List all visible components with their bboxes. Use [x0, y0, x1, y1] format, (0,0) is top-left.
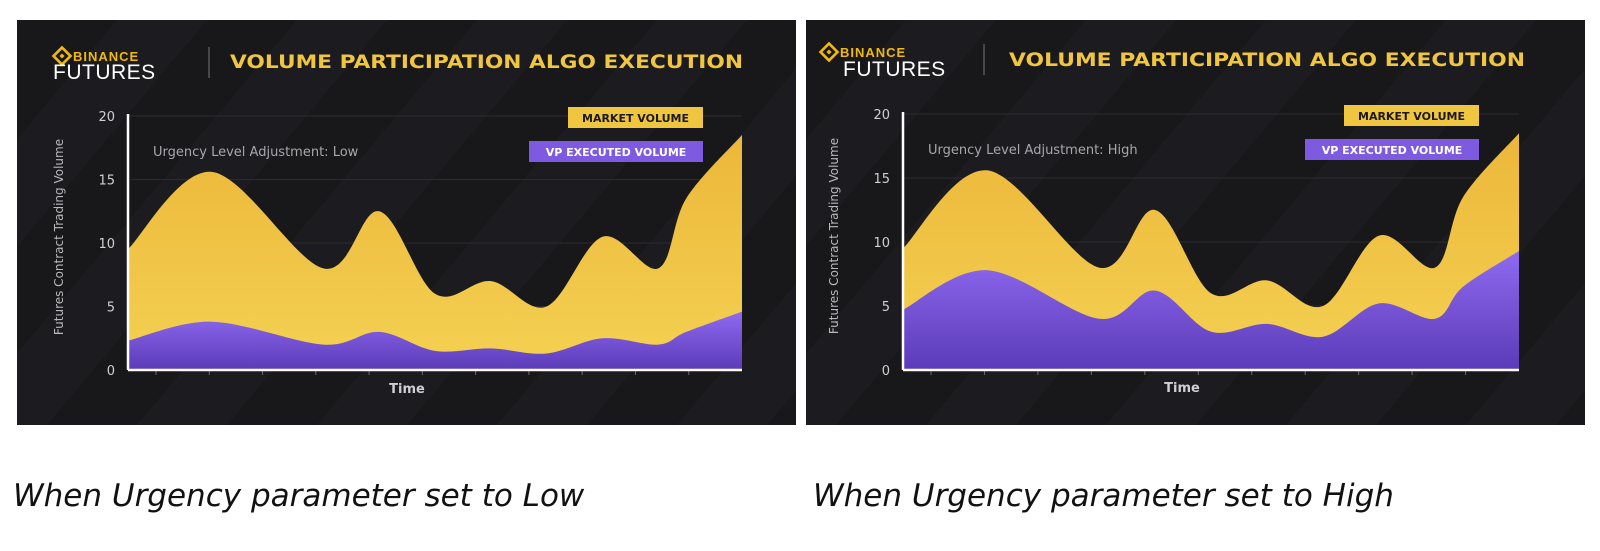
- brand-top-text: BINANCE: [840, 45, 906, 60]
- brand-logo: BINANCE FUTURES: [51, 45, 156, 84]
- y-tick-label: 10: [98, 237, 115, 252]
- chart-svg: 0 5 10 15 20 BINANCE FUTURES VOLUME PARTICIP…: [806, 20, 1585, 425]
- y-tick-label: 5: [882, 300, 890, 315]
- legend-swatch-market-volume: [568, 107, 703, 128]
- urgency-annotation: Urgency Level Adjustment: Low: [153, 145, 359, 160]
- y-axis-label: Futures Contract Trading Volume: [52, 139, 66, 335]
- x-axis-label: Time: [1164, 381, 1200, 396]
- legend-label-market-volume: MARKET VOLUME: [1358, 110, 1465, 123]
- chart-title: VOLUME PARTICIPATION ALGO EXECUTION: [230, 51, 743, 73]
- chart-svg: 0 5 10 15 20 BINANCE FUTURES VOLUME PARTICIP…: [17, 20, 796, 425]
- binance-logo-icon: [818, 41, 840, 63]
- y-tick-label: 15: [98, 174, 115, 189]
- brand-top-text: BINANCE: [73, 49, 139, 64]
- axes: [901, 112, 1519, 375]
- vp-executed-volume-area: [903, 251, 1519, 370]
- legend-label-vp-executed-volume: VP EXECUTED VOLUME: [546, 146, 687, 159]
- y-tick-label: 0: [107, 364, 115, 379]
- background-stripe: [806, 20, 996, 247]
- caption-high: When Urgency parameter set to High: [813, 478, 1394, 514]
- chart-panel-low: 0 5 10 15 20 BINANCE FUTURES VOLUME PARTICIP…: [17, 20, 796, 425]
- y-tick-label: 20: [98, 110, 115, 125]
- chart-title: VOLUME PARTICIPATION ALGO EXECUTION: [1009, 49, 1525, 71]
- market-volume-area: [128, 135, 742, 370]
- urgency-annotation: Urgency Level Adjustment: High: [928, 143, 1138, 158]
- background-stripe: [1466, 283, 1585, 425]
- y-tick-label: 10: [873, 236, 890, 251]
- legend-label-market-volume: MARKET VOLUME: [582, 112, 689, 125]
- legend: MARKET VOLUME VP EXECUTED VOLUME: [529, 107, 703, 162]
- brand-bottom-text: FUTURES: [53, 61, 156, 84]
- vp-executed-volume-area: [128, 311, 742, 370]
- background-stripe: [17, 20, 207, 247]
- legend-swatch-market-volume: [1344, 105, 1479, 126]
- tick-labels: 0 5 10 15 20: [98, 110, 115, 379]
- brand-bottom-text: FUTURES: [843, 58, 946, 81]
- x-axis-label: Time: [389, 382, 425, 397]
- legend: MARKET VOLUME VP EXECUTED VOLUME: [1305, 105, 1479, 160]
- y-axis-label: Futures Contract Trading Volume: [827, 138, 841, 334]
- y-tick-label: 20: [873, 108, 890, 123]
- legend-label-vp-executed-volume: VP EXECUTED VOLUME: [1322, 144, 1463, 157]
- brand-logo: BINANCE FUTURES: [818, 41, 946, 81]
- legend-swatch-vp-executed-volume: [529, 141, 703, 162]
- tick-labels: 0 5 10 15 20: [873, 108, 890, 379]
- chart-panel-high: 0 5 10 15 20 BINANCE FUTURES VOLUME PARTICIP…: [806, 20, 1585, 425]
- y-tick-label: 0: [882, 364, 890, 379]
- y-tick-label: 5: [107, 301, 115, 316]
- axes: [126, 114, 742, 375]
- caption-low: When Urgency parameter set to Low: [13, 478, 585, 514]
- areas: [903, 133, 1519, 370]
- legend-swatch-vp-executed-volume: [1305, 139, 1479, 160]
- y-tick-label: 15: [873, 172, 890, 187]
- areas: [128, 135, 742, 370]
